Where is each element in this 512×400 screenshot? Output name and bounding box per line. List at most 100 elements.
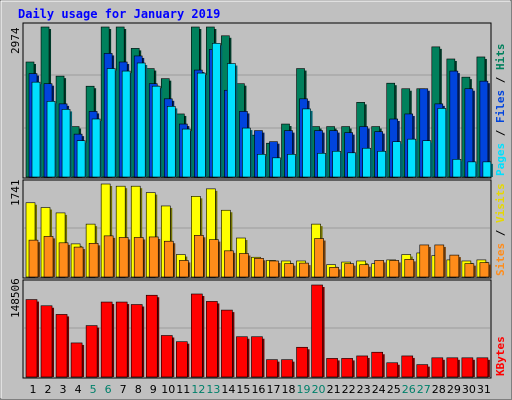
pages-bar	[302, 108, 311, 178]
day-label: 18	[282, 383, 296, 396]
pages-bar	[136, 62, 146, 178]
kbytes-bar	[70, 342, 83, 378]
sites-bar-shadow	[233, 252, 236, 277]
sites-bar-shadow	[98, 245, 101, 277]
kbytes-bar-shadow	[52, 307, 55, 377]
kbytes-bar	[221, 309, 233, 378]
pages-bar-shadow	[445, 110, 448, 177]
kbytes-bar-shadow	[472, 359, 475, 377]
kbytes-bar-shadow	[97, 327, 100, 377]
sites-bar	[194, 235, 204, 278]
pages-bar	[212, 43, 221, 178]
day-label: 9	[150, 383, 157, 396]
pages-bar-shadow	[220, 45, 223, 178]
pages-bar-shadow	[70, 111, 73, 177]
day-label: 12	[191, 383, 205, 396]
day-label: 1	[30, 383, 37, 396]
kbytes-bar-shadow	[322, 287, 325, 377]
pages-bar	[422, 140, 432, 178]
sites-bar-shadow	[488, 264, 491, 277]
sites-bar	[344, 263, 354, 278]
visits-bar-shadow	[140, 188, 143, 277]
kbytes-bar-shadow	[292, 361, 295, 377]
kbytes-bar-shadow	[187, 343, 190, 377]
files-bar-shadow	[472, 90, 475, 177]
sites-bar	[133, 237, 144, 278]
sites-bar	[58, 242, 69, 278]
day-label: 23	[357, 383, 371, 396]
pages-bar	[362, 147, 371, 178]
sites-bar-shadow	[308, 265, 311, 277]
legend-kbytes: KBytes	[494, 336, 507, 376]
pages-bar	[287, 154, 296, 178]
kbytes-bar-shadow	[487, 359, 490, 377]
legend-visits: Visits	[494, 183, 507, 223]
kbytes-bar	[115, 301, 128, 378]
visits-ymax-label: 1741	[9, 180, 22, 207]
pages-bar-shadow	[85, 142, 88, 177]
sites-bar	[209, 239, 219, 278]
sites-bar-shadow	[338, 269, 341, 277]
kbytes-bar	[431, 357, 444, 378]
pages-bar-shadow	[145, 65, 148, 177]
kbytes-bar-shadow	[247, 338, 250, 377]
sites-bar	[479, 262, 490, 278]
sites-bar	[359, 264, 369, 278]
kbytes-bar-shadow	[367, 357, 370, 377]
sites-bar-shadow	[398, 262, 401, 277]
kbytes-bar-shadow	[307, 349, 310, 377]
kbytes-bar-shadow	[382, 354, 385, 377]
pages-bar	[467, 161, 477, 178]
legend-files: Files	[494, 90, 507, 123]
pages-bar	[227, 63, 236, 178]
sites-bar	[163, 240, 174, 278]
kbytes-bar	[341, 358, 353, 378]
pages-bar	[166, 106, 176, 178]
kbytes-bar	[25, 299, 38, 378]
sites-bar	[254, 257, 264, 278]
kbytes-bar	[281, 359, 293, 378]
sites-bar	[464, 263, 475, 278]
day-label: 22	[342, 383, 356, 396]
day-label: 4	[75, 383, 82, 396]
kbytes-bar	[176, 341, 188, 378]
visits-bar-shadow	[230, 212, 233, 277]
kbytes-bar	[266, 359, 278, 378]
day-label: 17	[266, 383, 280, 396]
legend-separator: /	[494, 70, 507, 90]
sites-bar-shadow	[113, 237, 116, 277]
pages-bar-shadow	[385, 153, 388, 177]
visits-bar-shadow	[125, 188, 128, 277]
day-label: 26	[402, 383, 416, 396]
sites-bar	[404, 259, 415, 278]
pages-bar-shadow	[175, 108, 178, 177]
sites-bar	[419, 244, 430, 278]
kbytes-bar	[401, 355, 414, 378]
pages-bar-shadow	[295, 156, 298, 177]
day-label: 3	[60, 383, 67, 396]
sites-bar	[329, 267, 339, 278]
legend-separator: /	[494, 223, 507, 243]
pages-bar	[121, 70, 131, 178]
pages-bar-shadow	[235, 65, 238, 177]
pages-bar-shadow	[280, 159, 283, 177]
day-label: 24	[372, 383, 386, 396]
day-label: 19	[297, 383, 311, 396]
kbytes-bar-shadow	[337, 360, 340, 377]
kbytes-bar	[311, 284, 323, 378]
visits-bar-shadow	[155, 194, 158, 277]
kbytes-bar	[100, 301, 113, 378]
day-label: 31	[477, 383, 491, 396]
pages-bar	[377, 150, 386, 178]
kbytes-bar	[85, 325, 98, 378]
sites-bar-shadow	[188, 262, 191, 277]
kbytes-bar-shadow	[352, 360, 355, 377]
kbytes-bar-shadow	[397, 364, 400, 377]
sites-bar-shadow	[38, 242, 40, 277]
sites-bar	[73, 246, 84, 278]
visits-legend: Sites / Visits	[494, 183, 507, 276]
day-label: 13	[206, 383, 220, 396]
kbytes-bar-shadow	[262, 338, 265, 377]
pages-bar-shadow	[55, 103, 58, 177]
